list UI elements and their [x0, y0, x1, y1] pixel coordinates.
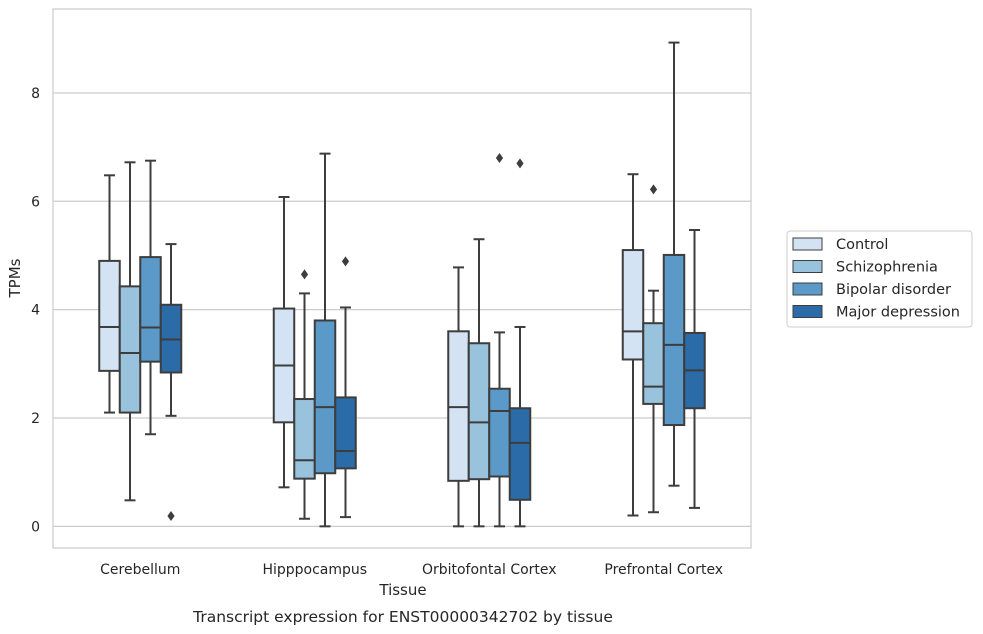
box-iqr — [447, 330, 470, 482]
legend-swatch — [792, 282, 823, 296]
legend-swatch — [792, 260, 823, 273]
box-2-2 — [293, 269, 316, 520]
box-1-3 — [139, 159, 162, 436]
y-tick-labels: 0 2 4 6 8 — [31, 86, 40, 535]
box-2-4 — [334, 256, 357, 519]
chart-caption: Transcript expression for ENST0000034270… — [192, 608, 613, 626]
legend-label: Schizophrenia — [836, 260, 938, 276]
legend-label: Bipolar disorder — [836, 282, 951, 298]
box-iqr — [293, 398, 316, 480]
y-tick-label-2: 2 — [31, 411, 40, 427]
box-iqr — [313, 319, 337, 475]
legend-frame — [786, 230, 973, 328]
box-1-4 — [159, 243, 183, 522]
box-3-4 — [508, 158, 532, 528]
outlier-point — [516, 158, 524, 169]
box-iqr — [334, 396, 357, 470]
box-1-1 — [98, 174, 121, 414]
y-tick-label-0: 0 — [31, 519, 40, 535]
box-4-3 — [662, 41, 686, 487]
outlier-point — [167, 511, 175, 522]
box-iqr — [621, 249, 645, 361]
x-tick-label-3: Orbitofontal Cortex — [422, 562, 557, 578]
box-iqr — [139, 256, 162, 363]
outlier-point — [341, 256, 350, 267]
box-1-2 — [118, 161, 142, 502]
box-3-1 — [447, 266, 470, 528]
legend-label: Major depression — [836, 305, 960, 321]
outlier-point — [495, 152, 504, 163]
legend-swatch — [792, 305, 823, 318]
outlier-point — [300, 269, 309, 280]
x-tick-label-1: Cerebellum — [100, 562, 180, 578]
box-4-1 — [621, 173, 645, 517]
box-2-1 — [272, 195, 296, 489]
box-3-3 — [488, 152, 511, 528]
legend-item-2: Schizophrenia — [792, 260, 938, 276]
box-iqr — [642, 322, 665, 405]
x-tick-labels: Cerebellum Hipppocampus Orbitofontal Corte… — [100, 562, 723, 578]
legend-swatch — [792, 237, 823, 251]
box-iqr — [98, 259, 121, 372]
legend-item-3: Bipolar disorder — [792, 282, 951, 298]
outlier-point — [649, 184, 658, 195]
legend: Control Schizophrenia Bipolar disorder Majo… — [786, 230, 973, 328]
box-4-4 — [683, 229, 706, 509]
box-4-2 — [642, 184, 665, 514]
box-iqr — [118, 285, 142, 414]
box-iqr — [508, 407, 532, 501]
x-axis-label: Tissue — [378, 581, 426, 599]
box-marks — [98, 41, 706, 528]
y-tick-label-4: 4 — [31, 303, 40, 319]
legend-item-4: Major depression — [792, 305, 960, 321]
box-2-3 — [313, 152, 337, 528]
plot-area-frame — [52, 8, 752, 549]
legend-label: Control — [836, 237, 888, 253]
y-tick-label-6: 6 — [31, 194, 40, 210]
box-3-2 — [467, 238, 491, 528]
box-iqr — [662, 253, 686, 427]
y-tick-label-8: 8 — [31, 86, 40, 102]
box-iqr — [488, 387, 511, 478]
legend-item-1: Control — [792, 237, 888, 253]
y-axis-label: TPMs — [6, 258, 24, 298]
box-iqr — [467, 342, 491, 481]
x-tick-label-2: Hipppocampus — [262, 562, 367, 578]
x-tick-label-4: Prefrontal Cortex — [604, 562, 723, 578]
